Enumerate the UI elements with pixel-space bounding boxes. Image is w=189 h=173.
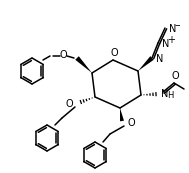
Text: O: O <box>59 50 67 60</box>
Text: O: O <box>65 99 73 109</box>
Text: +: + <box>167 35 175 45</box>
Text: H: H <box>167 91 173 100</box>
Polygon shape <box>75 56 92 73</box>
Polygon shape <box>120 108 124 121</box>
Text: O: O <box>171 71 179 81</box>
Text: N: N <box>161 89 168 99</box>
Text: N: N <box>162 39 169 49</box>
Text: O: O <box>127 118 135 128</box>
Text: N: N <box>169 24 176 34</box>
Polygon shape <box>138 56 154 71</box>
Text: N: N <box>156 54 163 64</box>
Text: –: – <box>174 20 180 30</box>
Text: O: O <box>110 48 118 58</box>
